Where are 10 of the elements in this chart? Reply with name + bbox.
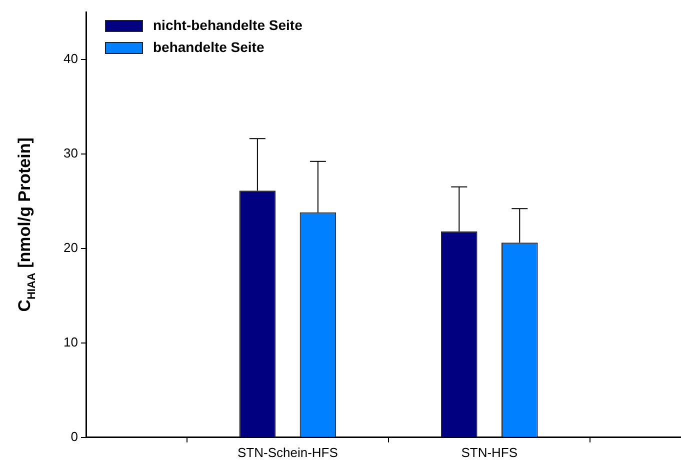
- x-tick-label: STN-Schein-HFS: [237, 444, 338, 460]
- legend-label: nicht-behandelte Seite: [153, 16, 303, 33]
- y-axis-title: CHIAA [nmol/g Protein]: [15, 138, 38, 312]
- y-tick-label: 20: [64, 240, 78, 255]
- legend-label: behandelte Seite: [153, 38, 264, 55]
- y-tick-label: 40: [64, 50, 78, 66]
- y-tick-label: 0: [70, 428, 78, 444]
- y-tick-label: 10: [64, 334, 78, 350]
- y-tick-label: 30: [64, 145, 78, 160]
- x-tick-label: STN-HFS: [461, 444, 518, 460]
